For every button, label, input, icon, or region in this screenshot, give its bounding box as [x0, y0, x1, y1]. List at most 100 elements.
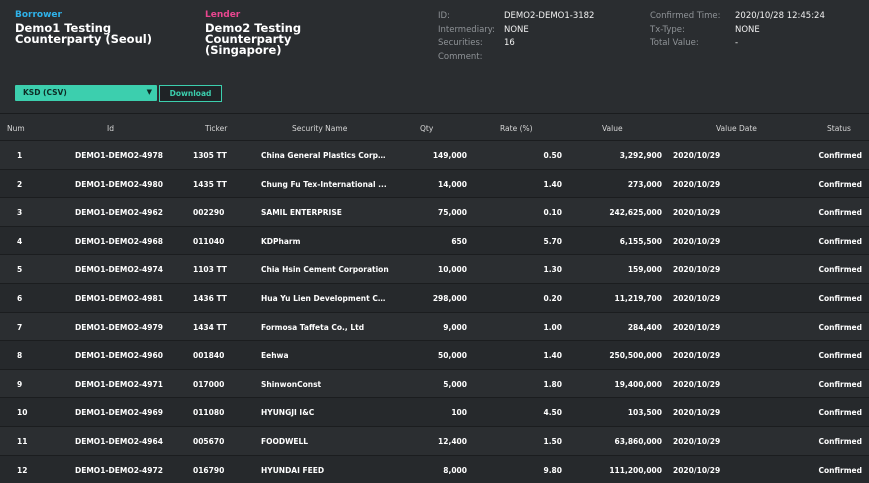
col-status[interactable]: Status: [827, 124, 851, 133]
col-rate[interactable]: Rate (%): [500, 124, 533, 133]
row-value: 63,860,000: [614, 436, 662, 446]
table-row[interactable]: 1 DEMO1-DEMO2-4978 1305 TT China General Pl…: [0, 140, 869, 169]
row-ticker: 011080: [193, 408, 225, 418]
col-value-date[interactable]: Value Date: [716, 124, 757, 133]
row-security-name: SAMIL ENTERPRISE: [261, 208, 342, 218]
intermediary-label: Intermediary:: [438, 24, 496, 35]
row-qty: 10,000: [438, 265, 467, 275]
download-button[interactable]: Download: [159, 85, 222, 102]
table-row[interactable]: 5 DEMO1-DEMO2-4974 1103 TT Chia Hsin Cement…: [0, 254, 869, 283]
row-qty: 650: [451, 236, 467, 246]
table-row[interactable]: 10 DEMO1-DEMO2-4969 011080 HYUNGJI I&C 100 4.…: [0, 397, 869, 426]
table-row[interactable]: 12 DEMO1-DEMO2-4972 016790 HYUNDAI FEED 8,00…: [0, 454, 869, 483]
row-ticker: 005670: [193, 436, 225, 446]
row-status: Confirmed: [818, 265, 862, 275]
row-num: 3: [17, 208, 23, 218]
table-row[interactable]: 8 DEMO1-DEMO2-4960 001840 Eehwa 50,000 1.40 25…: [0, 340, 869, 369]
confirmation-info-values: 2020/10/28 12:45:24 NONE -: [735, 10, 825, 51]
id-value: DEMO2-DEMO1-3182: [504, 11, 595, 21]
row-ticker: 017000: [193, 379, 225, 389]
row-value: 250,500,000: [609, 351, 662, 361]
row-ticker: 1103 TT: [193, 265, 227, 275]
export-format-selected: KSD (CSV): [23, 88, 67, 97]
intermediary-value: NONE: [504, 24, 529, 35]
row-security-name: Hua Yu Lien Development Co...: [261, 293, 389, 303]
row-security-name: China General Plastics Corpo...: [261, 151, 389, 160]
row-num: 2: [17, 179, 23, 189]
row-num: 7: [17, 322, 23, 332]
row-qty: 100: [451, 408, 467, 418]
borrower-name: Demo1 Testing Counterparty (Seoul): [15, 21, 152, 46]
row-id: DEMO1-DEMO2-4981: [75, 293, 163, 303]
row-value: 284,400: [627, 322, 662, 332]
lender-block: Lender Demo2 Testing Counterparty (Singa…: [205, 10, 301, 56]
row-id: DEMO1-DEMO2-4974: [75, 265, 163, 275]
row-value-date: 2020/10/29: [673, 436, 721, 446]
row-qty: 8,000: [443, 465, 467, 475]
securities-label: Securities:: [438, 38, 483, 48]
row-value-date: 2020/10/29: [673, 236, 721, 246]
table-row[interactable]: 6 DEMO1-DEMO2-4981 1436 TT Hua Yu Lien Deve…: [0, 282, 869, 312]
trade-info-labels: ID: Intermediary: Securities: Comment:: [438, 10, 495, 64]
row-status: Confirmed: [818, 236, 862, 246]
row-value: 111,200,000: [609, 465, 662, 475]
table-row[interactable]: 3 DEMO1-DEMO2-4962 002290 SAMIL ENTERPRISE 7…: [0, 197, 869, 226]
row-value: 159,000: [627, 265, 662, 275]
col-qty[interactable]: Qty: [420, 124, 434, 133]
row-qty: 149,000: [432, 151, 467, 160]
total-value-value: -: [735, 38, 739, 48]
row-qty: 298,000: [432, 293, 467, 303]
trade-info-values: DEMO2-DEMO1-3182 NONE 16: [504, 10, 594, 51]
row-num: 8: [17, 351, 23, 361]
row-ticker: 1435 TT: [193, 179, 227, 189]
table-row[interactable]: 9 DEMO1-DEMO2-4971 017000 ShinwonConst 5,000…: [0, 368, 869, 398]
col-security-name[interactable]: Security Name: [292, 124, 348, 133]
tx-type-value: NONE: [735, 24, 760, 35]
col-id[interactable]: Id: [107, 124, 114, 133]
row-num: 5: [17, 265, 23, 275]
row-qty: 5,000: [443, 379, 467, 389]
row-qty: 75,000: [438, 208, 467, 218]
row-ticker: 1434 TT: [193, 322, 227, 332]
row-value: 3,292,900: [619, 151, 662, 160]
table-row[interactable]: 4 DEMO1-DEMO2-4968 011040 KDPharm 650 5.70 6,1…: [0, 225, 869, 255]
row-value-date: 2020/10/29: [673, 465, 721, 475]
table-row[interactable]: 2 DEMO1-DEMO2-4980 1435 TT Chung Fu Tex-Int…: [0, 168, 869, 198]
row-rate: 5.70: [543, 236, 562, 246]
row-status: Confirmed: [818, 322, 862, 332]
comment-label: Comment:: [438, 51, 483, 62]
row-security-name: HYUNGJI I&C: [261, 408, 315, 418]
confirmation-info-labels: Confirmed Time: Tx-Type: Total Value:: [650, 10, 721, 51]
export-format-select[interactable]: KSD (CSV) ▼: [15, 85, 157, 101]
row-status: Confirmed: [818, 465, 862, 475]
tx-type-label: Tx-Type:: [650, 24, 685, 35]
row-rate: 0.10: [543, 208, 562, 218]
borrower-block: Borrower Demo1 Testing Counterparty (Seo…: [15, 10, 152, 45]
row-status: Confirmed: [818, 293, 862, 303]
row-rate: 1.50: [543, 436, 562, 446]
row-value: 6,155,500: [619, 236, 662, 246]
col-ticker[interactable]: Ticker: [205, 124, 228, 133]
row-id: DEMO1-DEMO2-4962: [75, 208, 163, 218]
row-num: 9: [17, 379, 23, 389]
row-value-date: 2020/10/29: [673, 179, 721, 189]
table-row[interactable]: 11 DEMO1-DEMO2-4964 005670 FOODWELL 12,400 1.…: [0, 425, 869, 455]
row-value: 103,500: [627, 408, 662, 418]
row-security-name: Chung Fu Tex-International ...: [261, 179, 387, 189]
row-qty: 12,400: [438, 436, 467, 446]
row-rate: 0.50: [543, 151, 562, 160]
row-ticker: 1436 TT: [193, 293, 227, 303]
row-id: DEMO1-DEMO2-4971: [75, 379, 163, 389]
lender-name: Demo2 Testing Counterparty (Singapore): [205, 21, 302, 57]
lender-role-label: Lender: [205, 10, 241, 20]
col-num[interactable]: Num: [7, 124, 25, 133]
row-status: Confirmed: [818, 351, 862, 361]
row-value-date: 2020/10/29: [673, 379, 721, 389]
col-value[interactable]: Value: [602, 124, 623, 133]
table-row[interactable]: 7 DEMO1-DEMO2-4979 1434 TT Formosa Taffeta …: [0, 311, 869, 341]
row-value-date: 2020/10/29: [673, 322, 721, 332]
row-rate: 1.00: [543, 322, 562, 332]
row-value-date: 2020/10/29: [673, 408, 721, 418]
row-status: Confirmed: [818, 151, 862, 160]
caret-down-icon: ▼: [146, 88, 152, 96]
